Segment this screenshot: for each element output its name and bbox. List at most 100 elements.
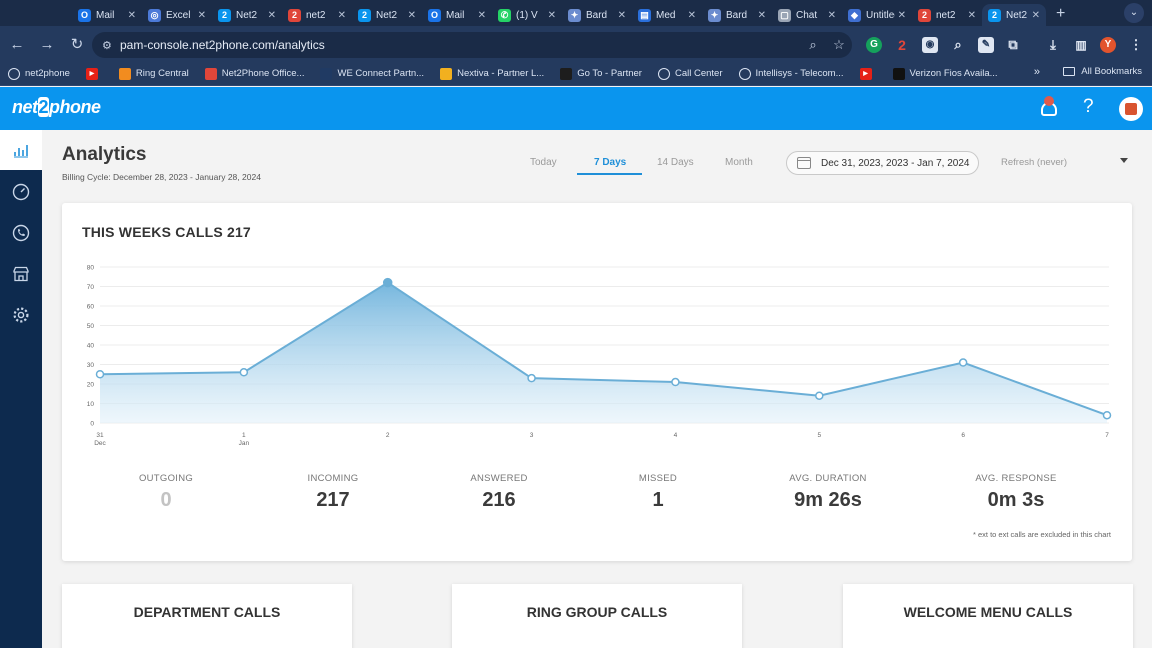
verizon-icon	[892, 67, 905, 80]
stat-value: 9m 26s	[794, 489, 862, 511]
side-panel-icon[interactable]: ▥	[1075, 38, 1087, 52]
card-heading: WELCOME MENU CALLS	[903, 604, 1073, 620]
bookmark-label: Nextiva - Partner L...	[457, 68, 545, 79]
y-tick-label: 50	[87, 323, 95, 330]
data-point[interactable]	[671, 377, 680, 387]
bookmark-item[interactable]: Nextiva - Partner L...	[440, 67, 545, 80]
browser-tab[interactable]: 2 net2 ✕	[282, 4, 352, 26]
billing-cycle: Billing Cycle: December 28, 2023 - Janua…	[62, 172, 261, 182]
reload-button[interactable]: ↻	[70, 36, 84, 53]
browser-tab[interactable]: ▢ Chat ✕	[772, 4, 842, 26]
close-tab-icon[interactable]: ✕	[827, 9, 836, 21]
data-point[interactable]	[527, 373, 536, 383]
data-point[interactable]	[958, 358, 968, 367]
nav-store[interactable]	[0, 254, 42, 294]
url-text[interactable]: pam-console.net2phone.com/analytics	[120, 38, 325, 52]
close-tab-icon[interactable]: ✕	[337, 9, 346, 21]
browser-tab[interactable]: 2 Net2 ✕	[212, 4, 282, 26]
date-range-picker[interactable]: Dec 31, 2023, 2023 - Jan 7, 2024	[786, 151, 979, 175]
bookmark-item[interactable]: ▶	[859, 67, 877, 80]
close-tab-icon[interactable]: ✕	[897, 9, 906, 21]
nav-dashboard[interactable]	[0, 172, 42, 212]
browser-tab[interactable]: ✆ (1) V ✕	[492, 4, 562, 26]
range-tab-today[interactable]: Today	[530, 157, 557, 168]
browser-tab[interactable]: 2 net2 ✕	[912, 4, 982, 26]
youtube-icon: ▶	[85, 67, 98, 80]
help-icon[interactable]: ?	[1083, 96, 1094, 117]
chevron-down-icon[interactable]	[1120, 158, 1128, 163]
bookmark-item[interactable]: net2phone	[8, 67, 70, 80]
close-tab-icon[interactable]: ✕	[687, 9, 696, 21]
nav-analytics[interactable]	[0, 130, 42, 170]
zoom-icon[interactable]: ⌕	[809, 37, 817, 52]
data-point[interactable]	[239, 368, 249, 377]
data-point[interactable]	[1102, 410, 1112, 420]
bookmark-item[interactable]: Net2Phone Office...	[204, 67, 304, 80]
browser-tab[interactable]: O Mail ✕	[422, 4, 492, 26]
address-bar[interactable]: ⚙ pam-console.net2phone.com/analytics ⌕ …	[92, 32, 852, 58]
tab-search-button[interactable]: ⌄	[1124, 3, 1144, 23]
close-tab-icon[interactable]: ✕	[267, 9, 276, 21]
stat-label: ANSWERED	[470, 473, 528, 484]
screen-capture-extension-icon[interactable]: ◉	[922, 37, 938, 53]
user-avatar[interactable]	[1119, 97, 1143, 121]
bookmark-star-icon[interactable]: ☆	[833, 37, 845, 52]
close-tab-icon[interactable]: ✕	[1031, 9, 1040, 21]
bookmark-item[interactable]: Ring Central	[118, 67, 189, 80]
data-point[interactable]	[95, 370, 105, 379]
browser-tab[interactable]: O Mail ✕	[72, 4, 142, 26]
bookmark-item[interactable]: WE Connect Partn...	[320, 67, 424, 80]
all-bookmarks-button[interactable]: All Bookmarks	[1063, 66, 1142, 77]
app-header: net2phone ?	[0, 87, 1152, 130]
net2phone-logo[interactable]: net2phone	[12, 97, 101, 118]
x-tick-sublabel: Jan	[239, 440, 250, 447]
nav-settings[interactable]	[0, 295, 42, 335]
profile-avatar[interactable]: Y	[1100, 37, 1116, 53]
browser-menu-icon[interactable]: ⋮	[1129, 37, 1143, 52]
close-tab-icon[interactable]: ✕	[197, 9, 206, 21]
browser-tab[interactable]: ▤ Med ✕	[632, 4, 702, 26]
close-tab-icon[interactable]: ✕	[477, 9, 486, 21]
range-tab-14-days[interactable]: 14 Days	[657, 157, 694, 168]
site-info-icon[interactable]: ⚙	[102, 39, 112, 52]
search-extension-icon[interactable]: ⌕	[954, 37, 962, 52]
browser-tab[interactable]: 2 Net2 ✕	[352, 4, 422, 26]
card-heading: RING GROUP CALLS	[526, 604, 668, 620]
nav-calls[interactable]	[0, 213, 42, 253]
forward-button[interactable]: →	[39, 35, 55, 53]
bookmark-item[interactable]: Intellisys - Telecom...	[738, 67, 844, 80]
range-tab-month[interactable]: Month	[725, 157, 753, 168]
download-icon[interactable]: ⤓	[1050, 37, 1056, 52]
browser-tab[interactable]: ◆ Untitled✕	[842, 4, 912, 26]
close-tab-icon[interactable]: ✕	[757, 9, 766, 21]
bookmark-item[interactable]: Go To - Partner	[560, 67, 642, 80]
data-point[interactable]	[815, 391, 824, 400]
close-tab-icon[interactable]: ✕	[967, 9, 976, 21]
close-tab-icon[interactable]: ✕	[617, 9, 626, 21]
speedometer-icon	[12, 183, 30, 201]
extensions-puzzle-icon[interactable]: ⧉	[1008, 37, 1018, 52]
close-tab-icon[interactable]: ✕	[127, 9, 136, 21]
range-tab-7-days[interactable]: 7 Days	[594, 157, 627, 168]
browser-tab[interactable]: ◎ Excel ✕	[142, 4, 212, 26]
close-tab-icon[interactable]: ✕	[547, 9, 556, 21]
globe-icon	[738, 67, 751, 80]
tab-title: Med	[656, 9, 676, 21]
refresh-select[interactable]: Refresh (never)	[1001, 157, 1067, 168]
bookmark-item[interactable]: ▶	[85, 67, 103, 80]
data-point[interactable]	[382, 277, 393, 288]
net2phone-extension-icon[interactable]: 2	[898, 37, 906, 53]
close-tab-icon[interactable]: ✕	[407, 9, 416, 21]
more-bookmarks-button[interactable]: »	[1033, 66, 1040, 78]
browser-tab[interactable]: ✦ Bard ✕	[562, 4, 632, 26]
back-button[interactable]: ←	[9, 35, 25, 53]
edit-extension-icon[interactable]: ✎	[978, 37, 994, 53]
browser-tab[interactable]: ✦ Bard ✕	[702, 4, 772, 26]
notifications-bell-icon[interactable]	[1040, 96, 1058, 116]
ring-group-calls-card: RING GROUP CALLS	[452, 584, 742, 648]
browser-tab[interactable]: 2 Net2 ✕	[982, 4, 1046, 26]
grammarly-extension-icon[interactable]: G	[866, 37, 882, 53]
bookmark-item[interactable]: Verizon Fios Availa...	[892, 67, 998, 80]
new-tab-button[interactable]: +	[1056, 5, 1066, 22]
bookmark-item[interactable]: Call Center	[657, 67, 723, 80]
